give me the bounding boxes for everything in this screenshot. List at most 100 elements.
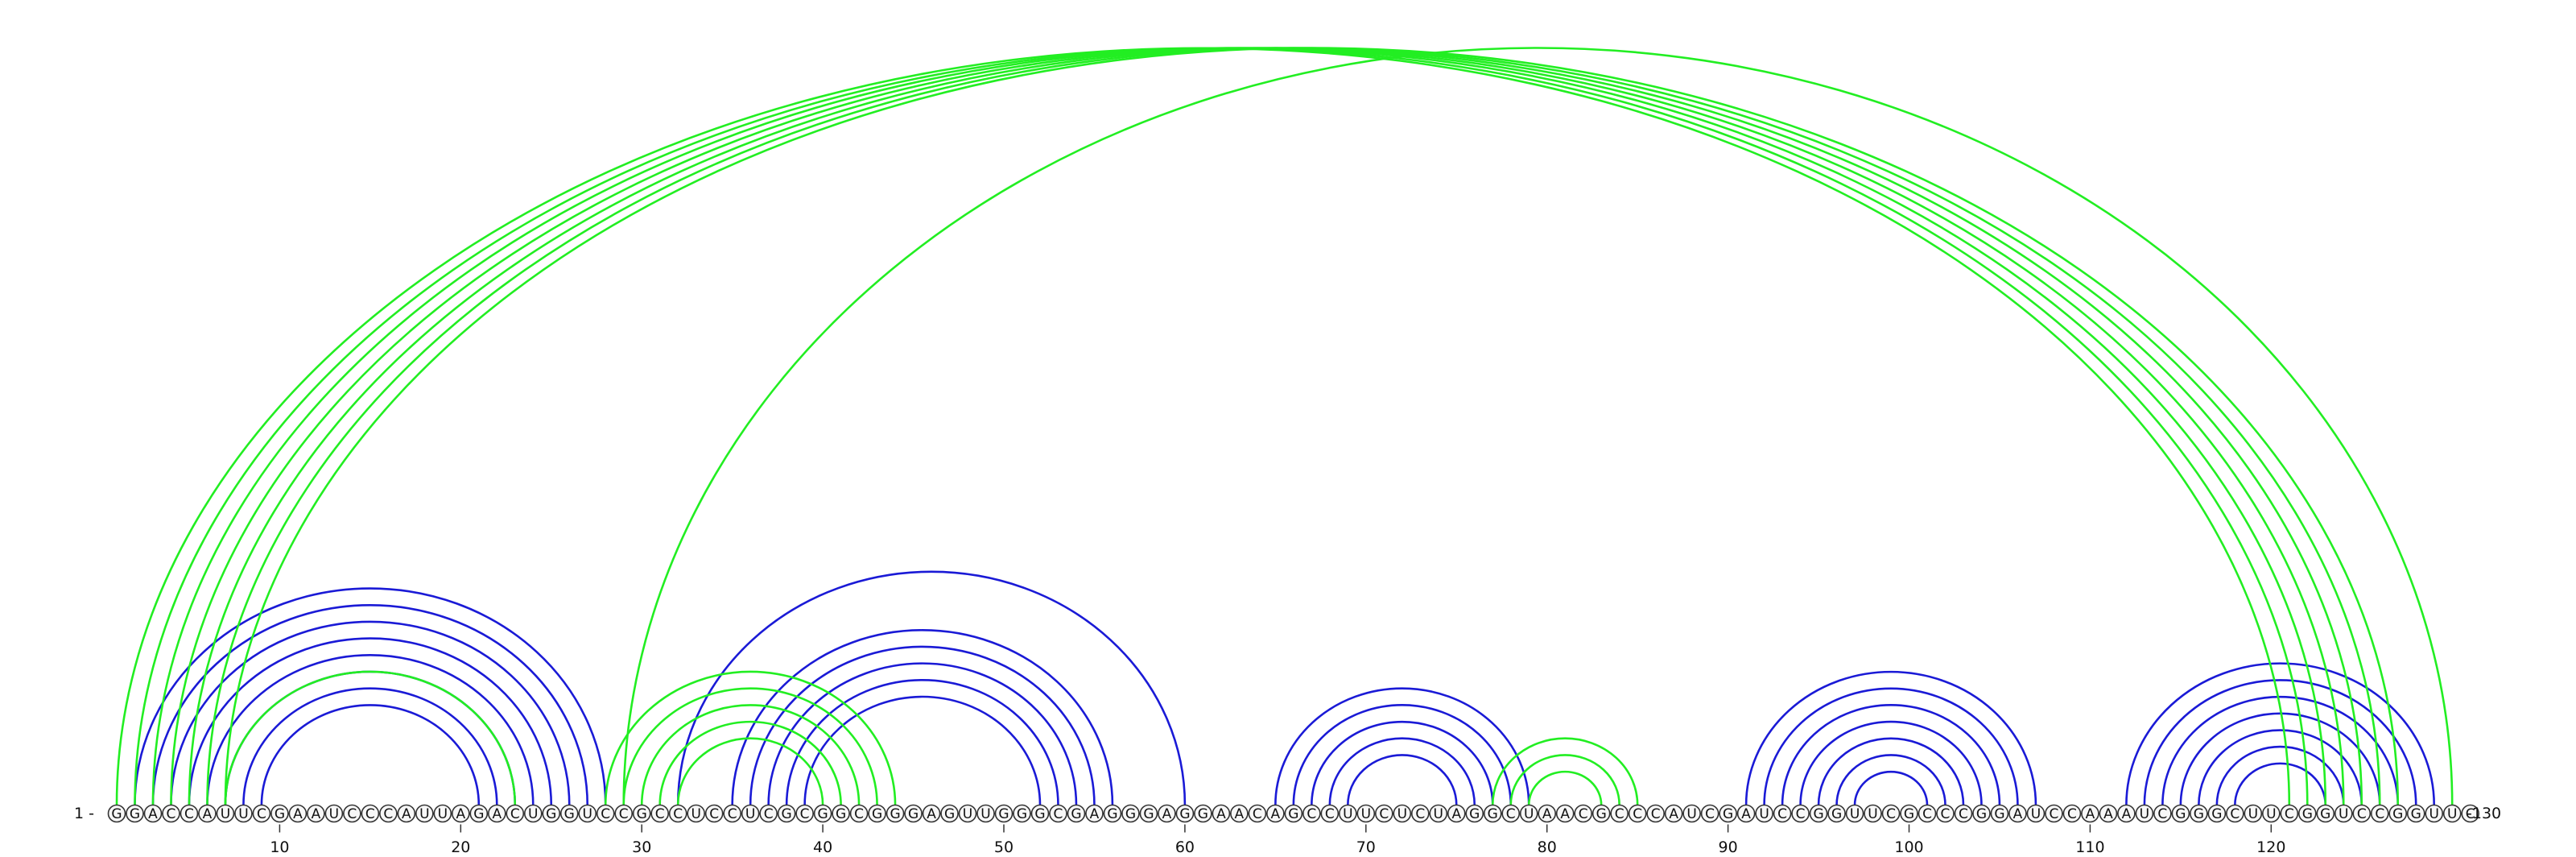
nucleotide-115: G — [2171, 804, 2190, 823]
nucleotide-126: C — [2370, 804, 2389, 823]
nucleotide-letter: C — [1651, 806, 1661, 822]
nucleotide-letter: C — [764, 806, 774, 822]
nucleotide-letter: G — [637, 806, 647, 822]
nucleotide-letter: C — [1253, 806, 1262, 822]
nucleotide-74: U — [1429, 804, 1448, 823]
nucleotide-letter: A — [2122, 806, 2132, 822]
nucleotide-letter: A — [312, 806, 321, 822]
pair-arc-35-56 — [731, 628, 1114, 805]
nucleotide-letter: G — [782, 806, 792, 822]
nucleotide-53: C — [1049, 804, 1067, 823]
nucleotide-letter: G — [2175, 806, 2186, 822]
nucleotide-letter: C — [2357, 806, 2367, 822]
nucleotide-129: U — [2425, 804, 2444, 823]
pair-arc-38-53 — [785, 679, 1059, 805]
nucleotide-letter: G — [1017, 806, 1027, 822]
nucleotide-90: G — [1719, 804, 1737, 823]
nucleotide-43: G — [868, 804, 886, 823]
nucleotide-19: U — [433, 804, 452, 823]
nucleotide-letter: G — [275, 806, 285, 822]
nucleotide-103: C — [1954, 804, 1973, 823]
pair-arc-118-123 — [2234, 762, 2327, 805]
nucleotide-letter: A — [148, 806, 158, 822]
pair-arc-116-125 — [2198, 729, 2363, 805]
pair-arc-3-123 — [151, 47, 2327, 805]
nucleotide-108: C — [2045, 804, 2063, 823]
pair-arc-6-126 — [206, 47, 2381, 805]
nucleotide-letter: A — [1216, 806, 1226, 822]
nucleotide-94: C — [1791, 804, 1810, 823]
nucleotide-39: C — [795, 804, 814, 823]
nucleotide-42: C — [849, 804, 869, 823]
nucleotide-letter: C — [1307, 806, 1316, 822]
nucleotide-letter: A — [402, 806, 411, 822]
pair-arc-115-126 — [2179, 712, 2381, 805]
nucleotide-9: C — [252, 804, 271, 823]
nucleotide-118: C — [2226, 804, 2244, 823]
nucleotide-letter: G — [1596, 806, 1607, 822]
nucleotide-107: U — [2026, 804, 2046, 823]
nucleotide-114: C — [2153, 804, 2172, 823]
nucleotide-83: G — [1591, 804, 1611, 823]
nucleotide-letter: U — [1524, 806, 1534, 822]
nucleotide-68: C — [1320, 804, 1340, 823]
pair-arc-77-85 — [1491, 737, 1639, 805]
tick-label: 20 — [451, 838, 470, 856]
nucleotide-131: C — [2461, 804, 2479, 823]
nucleotide-letter: A — [1090, 806, 1100, 822]
nucleotide-44: G — [886, 804, 905, 823]
pair-arc-9-21 — [260, 704, 481, 805]
nucleotide-letter: G — [872, 806, 882, 822]
nucleotide-93: C — [1773, 804, 1792, 823]
nucleotide-letter: G — [836, 806, 846, 822]
nucleotide-112: A — [2117, 804, 2136, 823]
nucleotide-3: A — [143, 804, 163, 823]
end-label: -130 — [2467, 805, 2501, 822]
nucleotide-letter: G — [2411, 806, 2421, 822]
nucleotide-letter: U — [2266, 806, 2276, 822]
nucleotide-letter: C — [1633, 806, 1642, 822]
pair-arc-7-23 — [224, 670, 517, 805]
nucleotide-letter: G — [2320, 806, 2330, 822]
nucleotide-89: C — [1700, 804, 1719, 823]
nucleotide-85: C — [1628, 804, 1647, 823]
nucleotide-32: C — [668, 804, 687, 823]
nucleotide-120: U — [2262, 804, 2281, 823]
pair-arc-91-107 — [1744, 670, 2037, 805]
nucleotide-letter: C — [2285, 806, 2294, 822]
pair-arc-67-77 — [1311, 720, 1494, 805]
nucleotide-letter: C — [1506, 806, 1516, 822]
nucleotide-102: C — [1936, 804, 1955, 823]
pair-arc-31-41 — [658, 720, 842, 805]
nucleotide-91: A — [1736, 804, 1756, 823]
nucleotide-97: U — [1845, 804, 1864, 823]
nucleotide-82: C — [1574, 804, 1592, 823]
nucleotide-letter: C — [1615, 806, 1624, 822]
nucleotide-79: U — [1519, 804, 1538, 823]
nucleotide-letter: U — [2031, 806, 2041, 822]
nucleotide-69: U — [1339, 804, 1357, 823]
nucleotide-letter: U — [238, 806, 248, 822]
nucleotide-letter: A — [1451, 806, 1461, 822]
nucleotide-letter: G — [2194, 806, 2204, 822]
nucleotide-letter: U — [1434, 806, 1443, 822]
nucleotide-letter: G — [1198, 806, 1208, 822]
tick-label: 80 — [1538, 838, 1557, 856]
nucleotide-117: G — [2207, 804, 2227, 823]
nucleotide-67: C — [1302, 804, 1321, 823]
nucleotide-letter: C — [2230, 806, 2240, 822]
nucleotide-124: U — [2334, 804, 2353, 823]
nucleotide-letter: G — [1469, 806, 1480, 822]
pair-arc-5-25 — [188, 637, 553, 805]
nucleotide-letter: G — [546, 806, 556, 822]
nucleotide-letter: U — [583, 806, 592, 822]
nucleotide-letter: C — [2466, 806, 2475, 822]
position-ticks: 10 20 30 40 50 60 70 80 90 100 110 120 — [270, 824, 2285, 856]
nucleotide-92: U — [1755, 804, 1773, 823]
nucleotide-letter: C — [2375, 806, 2384, 822]
nucleotide-letter: A — [2013, 806, 2023, 822]
tick-label: 10 — [270, 838, 289, 856]
nucleotide-letter: G — [564, 806, 575, 822]
nucleotide-10: G — [270, 804, 289, 823]
nucleotide-letter: C — [1941, 806, 1951, 822]
